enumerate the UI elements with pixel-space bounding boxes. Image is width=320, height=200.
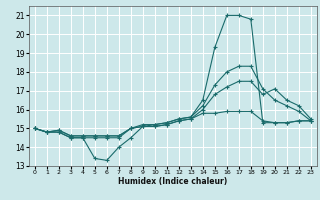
X-axis label: Humidex (Indice chaleur): Humidex (Indice chaleur) (118, 177, 228, 186)
